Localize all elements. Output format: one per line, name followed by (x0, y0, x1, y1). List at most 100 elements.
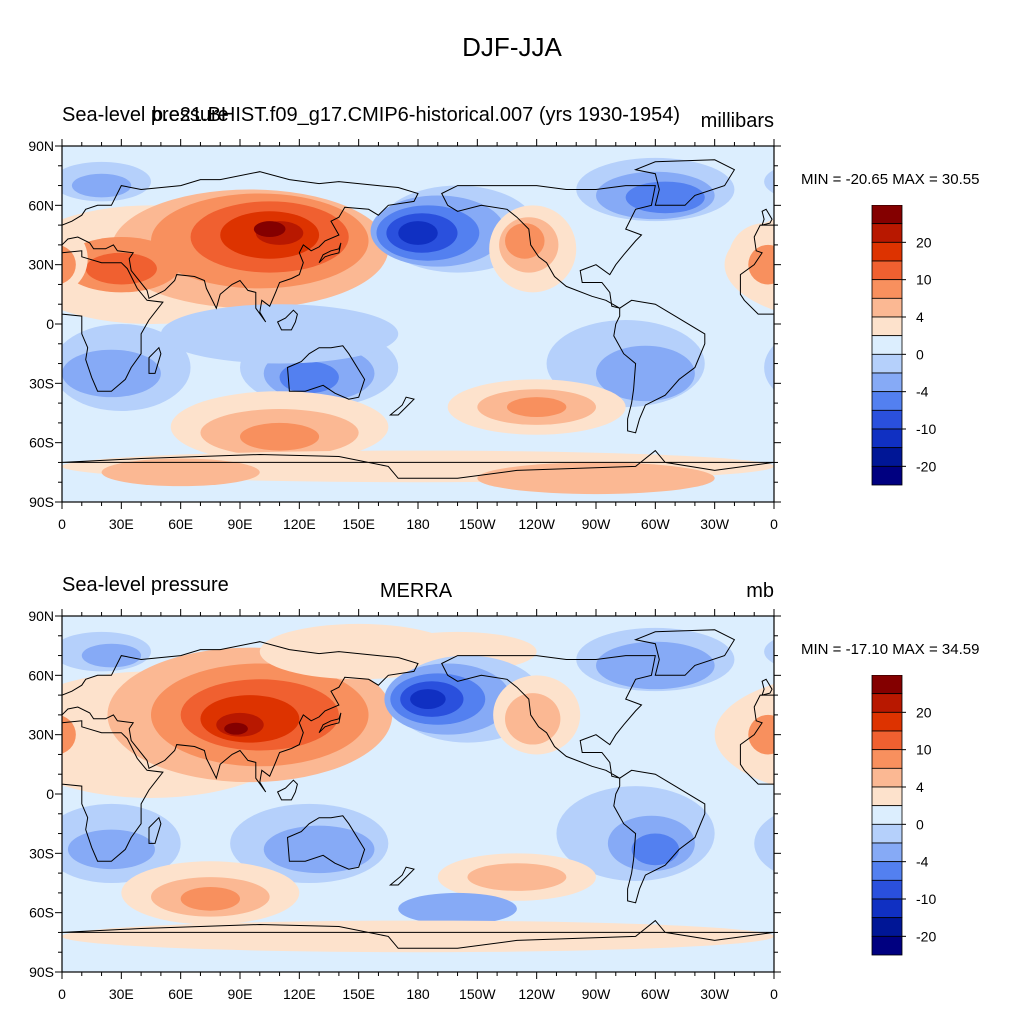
x-tick-label: 180 (406, 516, 430, 532)
panel2-center-title: MERRA (379, 580, 453, 602)
coastline (62, 171, 419, 323)
colorbar-swatch (871, 917, 903, 937)
colorbar-label: 10 (916, 272, 932, 288)
coastline (318, 712, 342, 734)
contour-region (240, 422, 320, 451)
coastline (441, 655, 656, 779)
x-tick-label: 150W (459, 516, 496, 532)
contour-region (67, 829, 155, 870)
colorbar-label: -10 (916, 421, 936, 437)
colorbar-label: -4 (916, 854, 929, 870)
coastline (739, 224, 774, 315)
coastline (739, 694, 774, 785)
coastline (441, 185, 656, 309)
colorbar-swatch (871, 767, 903, 788)
colorbar-label: 20 (916, 704, 932, 720)
contour-region (71, 173, 132, 198)
contour-region (780, 830, 867, 870)
x-tick-label: 30E (109, 986, 134, 1002)
coastline (62, 919, 774, 949)
panel1-min-max: MIN = -20.65 MAX = 30.55 (801, 171, 980, 188)
colorbar-label: 4 (916, 779, 924, 795)
contour-region (764, 169, 774, 194)
contour-region (467, 863, 567, 891)
colorbar-swatch (871, 205, 903, 225)
colorbar-swatch (871, 260, 903, 281)
colorbar-swatch (871, 730, 903, 751)
colorbar-label: 0 (916, 816, 924, 832)
contour-region (160, 304, 399, 364)
y-tick-label: 30S (29, 845, 54, 861)
contour-region (972, 624, 1024, 679)
contour-region (631, 833, 680, 866)
coastline (286, 815, 366, 870)
contour-region (798, 253, 869, 285)
y-tick-label: 90N (28, 138, 54, 154)
contour-region (410, 689, 446, 709)
panel1-colorbar: 20 10 4 0 -4 -10 -20 (871, 205, 936, 486)
panel2-left-title: Sea-level pressure (62, 574, 229, 596)
colorbar-swatch (871, 297, 903, 318)
contour-region (966, 221, 998, 237)
coastline (633, 629, 736, 676)
colorbar-label: -20 (916, 928, 936, 944)
colorbar-swatch (871, 749, 903, 769)
y-tick-label: 90N (28, 608, 54, 624)
contour-region (263, 825, 375, 874)
x-tick-label: 0 (58, 986, 66, 1002)
contour-region (976, 346, 1024, 401)
contour-region (253, 221, 286, 237)
contour-region (505, 223, 545, 259)
panel1-center-title: b.e21.BHIST.f09_g17.CMIP6-historical.007… (151, 104, 681, 126)
contour-region (0, 462, 3, 494)
colorbar-swatch (871, 241, 903, 262)
main-title: DJF-JJA (462, 32, 562, 62)
colorbar-swatch (871, 391, 903, 411)
colorbar-label: 10 (916, 742, 932, 758)
coastline (62, 720, 164, 862)
contour-region (596, 641, 715, 690)
panel2-colorbar: 20 10 4 0 -4 -10 -20 (871, 675, 936, 956)
coastline (62, 449, 774, 479)
x-tick-label: 60W (641, 516, 671, 532)
coastline (318, 242, 342, 264)
x-tick-label: 90W (582, 986, 612, 1002)
contour-region (0, 628, 22, 691)
contour-region (968, 221, 1015, 245)
colorbar-swatch (871, 316, 903, 337)
y-tick-label: 30S (29, 375, 54, 391)
colorbar-swatch (871, 279, 903, 299)
contour-region (0, 642, 3, 689)
colorbar-swatch (871, 675, 903, 695)
colorbar-swatch (871, 879, 903, 900)
contour-region (62, 245, 76, 284)
contour-region (764, 639, 774, 664)
contour-region (754, 815, 774, 872)
y-tick-label: 60S (29, 435, 54, 451)
colorbar-swatch (871, 842, 903, 863)
panel2-right-title: mb (746, 580, 774, 602)
contour-region (62, 920, 774, 953)
contour-region (398, 221, 438, 245)
colorbar-swatch (871, 823, 903, 844)
coastline (276, 309, 298, 331)
colorbar-swatch (871, 786, 903, 807)
colorbar-label: 0 (916, 346, 924, 362)
x-tick-label: 60E (168, 986, 193, 1002)
contour-region (784, 174, 843, 198)
contour-region (477, 462, 715, 495)
contour-region (0, 786, 3, 881)
y-tick-label: 0 (46, 786, 54, 802)
coastline (388, 866, 415, 886)
contour-region (507, 397, 567, 417)
panel1-right-title: millibars (700, 110, 774, 132)
x-tick-label: 30W (700, 516, 730, 532)
y-tick-label: 60N (28, 667, 54, 683)
coastline (761, 208, 773, 226)
contour-region (976, 826, 1024, 873)
x-tick-label: 150W (459, 986, 496, 1002)
colorbar-swatch (871, 861, 903, 881)
contour-region (952, 423, 1024, 451)
contour-region (0, 451, 62, 483)
colorbar-swatch (871, 935, 903, 956)
